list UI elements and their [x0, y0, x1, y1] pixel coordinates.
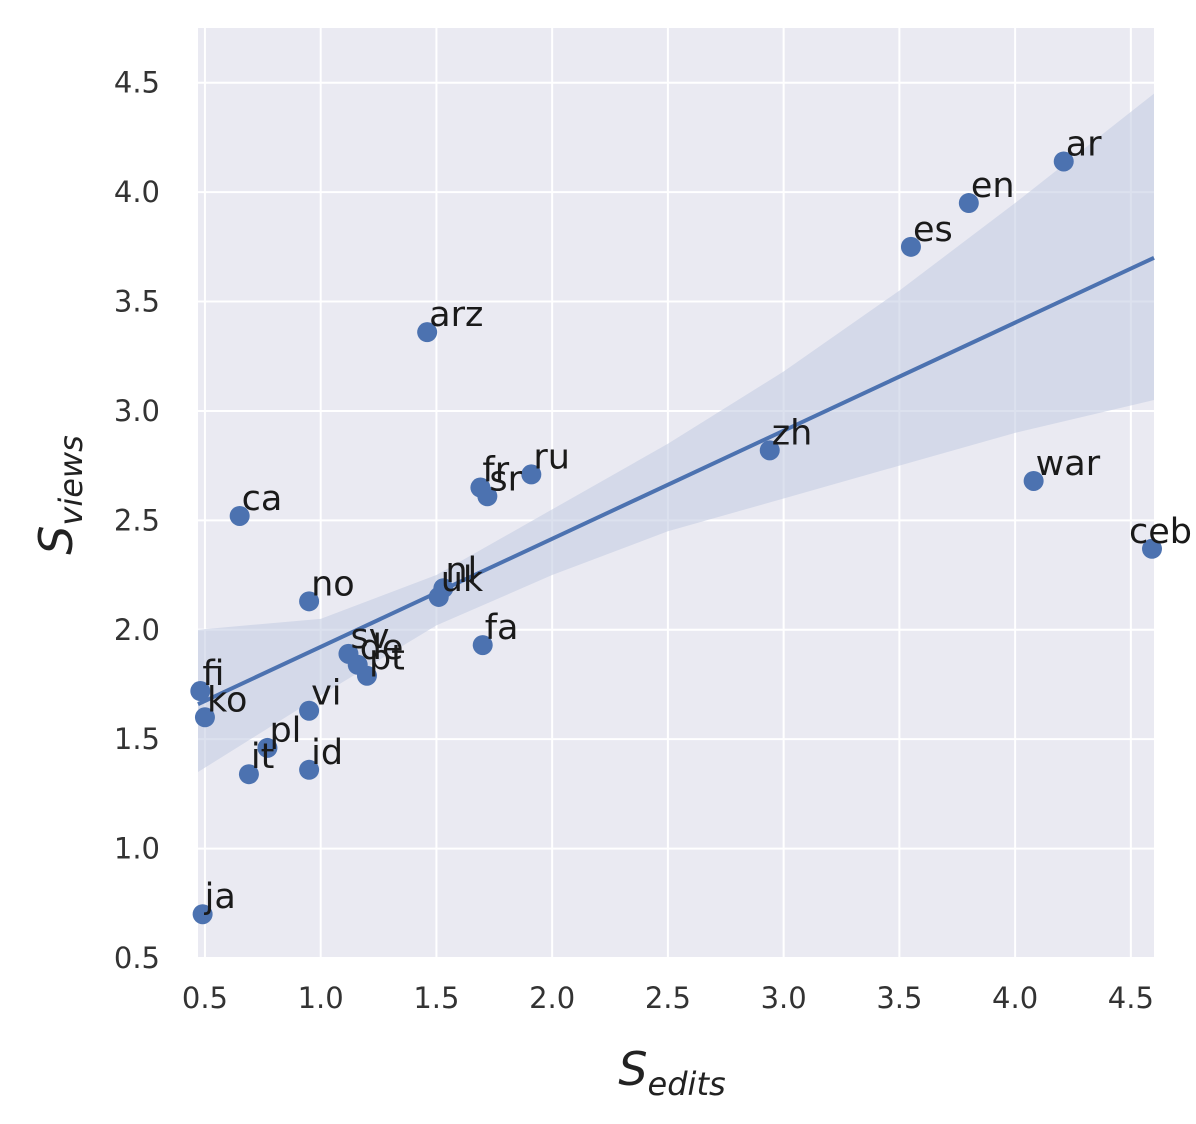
data-point-vi	[299, 700, 320, 721]
data-point-id	[299, 759, 320, 780]
y-tick-label: 4.0	[114, 175, 160, 209]
data-point-ru	[521, 464, 542, 485]
x-tick-label: 2.5	[645, 981, 691, 1015]
data-point-ja	[192, 904, 213, 925]
point-label-fa: fa	[485, 608, 519, 648]
point-label-it: it	[251, 737, 274, 777]
regression-line	[197, 255, 1155, 706]
data-point-ko	[194, 707, 215, 728]
data-point-en	[958, 193, 979, 214]
x-tick-label: 4.5	[1108, 981, 1154, 1015]
data-point-fa	[472, 635, 493, 656]
data-point-fi	[190, 681, 211, 702]
x-axis-label: Sedits	[618, 1042, 725, 1103]
point-label-sr: sr	[489, 459, 522, 499]
point-label-ru: ru	[533, 437, 570, 477]
point-label-zh: zh	[772, 413, 813, 453]
y-tick-label: 2.0	[114, 613, 160, 647]
point-label-nl: nl	[445, 551, 477, 591]
point-label-vi: vi	[311, 674, 341, 714]
y-tick-labels: 0.5 1.0 1.5 2.0 2.5 3.0 3.5 4.0 4.5	[114, 66, 160, 975]
x-tick-label: 1.0	[298, 981, 344, 1015]
point-label-pl: pl	[269, 711, 301, 751]
point-label-ja: ja	[204, 877, 236, 917]
x-tick-label: 3.5	[876, 981, 922, 1015]
point-label-pt: pt	[369, 639, 405, 679]
data-point-ceb	[1142, 538, 1162, 559]
data-point-war	[1023, 470, 1044, 491]
y-tick-label: 2.5	[114, 503, 160, 537]
data-point-it	[238, 764, 259, 785]
data-point-es	[900, 236, 921, 257]
data-point-ar	[1053, 151, 1074, 172]
data-point-ca	[229, 505, 250, 526]
point-label-fr: fr	[482, 451, 509, 491]
point-label-no: no	[311, 564, 355, 604]
data-point-no	[299, 591, 320, 612]
y-tick-label: 3.5	[114, 285, 160, 319]
y-tick-label: 3.0	[114, 394, 160, 428]
point-label-en: en	[971, 166, 1015, 206]
point-label-ar: ar	[1066, 124, 1102, 164]
point-label-ceb: ceb	[1129, 512, 1192, 552]
x-tick-label: 1.5	[413, 981, 459, 1015]
point-label-fi: fi	[202, 654, 224, 694]
data-points	[190, 151, 1162, 925]
y-tick-label: 1.5	[114, 722, 160, 756]
y-tick-label: 4.5	[114, 66, 160, 100]
point-label-es: es	[913, 210, 953, 250]
y-tick-label: 1.0	[114, 832, 160, 866]
x-tick-label: 2.0	[529, 981, 575, 1015]
data-point-uk	[428, 586, 449, 607]
data-point-zh	[759, 440, 780, 461]
data-point-sr	[477, 486, 498, 507]
x-tick-labels: 0.5 1.0 1.5 2.0 2.5 3.0 3.5 4.0 4.5	[182, 981, 1154, 1015]
point-label-war: war	[1036, 444, 1101, 484]
point-label-arz: arz	[429, 295, 483, 335]
x-tick-label: 4.0	[992, 981, 1038, 1015]
point-label-sv: sv	[350, 617, 389, 657]
point-label-uk: uk	[441, 560, 484, 600]
point-label-ca: ca	[242, 479, 283, 519]
point-label-id: id	[311, 733, 343, 773]
data-point-pl	[257, 737, 278, 758]
y-axis-label: Sviews	[29, 435, 90, 555]
point-label-ko: ko	[207, 680, 247, 720]
data-point-arz	[417, 322, 438, 343]
x-tick-label: 3.0	[761, 981, 807, 1015]
data-point-pt	[356, 665, 377, 686]
point-label-de: de	[360, 628, 404, 668]
y-tick-label: 0.5	[114, 941, 160, 975]
x-tick-label: 0.5	[182, 981, 228, 1015]
